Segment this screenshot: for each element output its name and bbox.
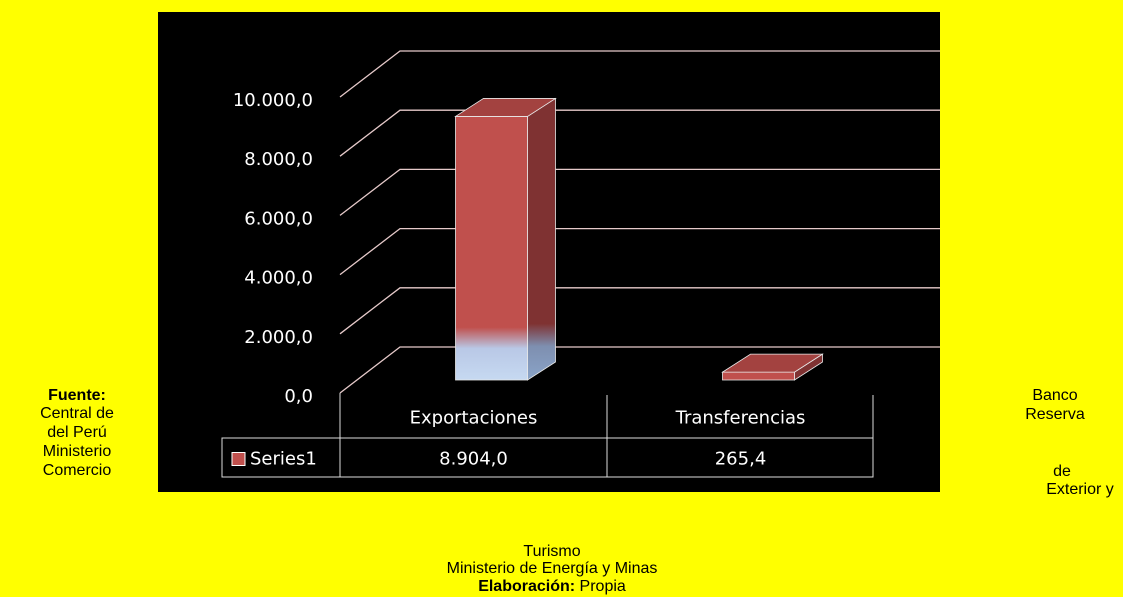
grid-line [339,50,940,98]
source-line: Exterior y [1046,481,1114,498]
source-line: del Perú [47,424,107,441]
y-tick-label: 0,0 [284,386,313,407]
data-table-value: 265,4 [715,449,767,470]
source-line: Ministerio de Energía y Minas [447,560,658,577]
grid-line [339,109,940,157]
credit-label: Elaboración: [478,578,575,595]
bar-top [454,98,557,117]
source-line: Banco [1032,387,1077,404]
grid-line [339,287,940,335]
source-line: de [1053,463,1071,480]
credit-text: Propia [580,578,626,595]
source-line: Reserva [1025,406,1085,423]
legend-key [231,452,246,466]
data-table-value: 8.904,0 [439,449,508,470]
bar-top [721,353,824,373]
source-text: Fuente:Central de del Perú Ministerio Comer… [40,387,1114,595]
source-line: Central de [40,405,114,422]
source-line: Turismo [523,543,580,560]
legend-label: Series1 [250,449,317,470]
bar [455,116,528,381]
source-line: Ministerio [43,443,112,460]
source-label: Fuente: [48,387,106,404]
credit: Elaboración: Propia [478,578,626,595]
grid-line [339,168,940,216]
x-tick-label: Transferencias [675,408,806,429]
chart: 0,0 2.000,0 4.000,0 6.000,0 8.000,0 10.000,0 E… [221,50,940,478]
y-tick-label: 6.000,0 [244,208,313,229]
y-tick-label: 4.000,0 [244,268,313,289]
x-tick-label: Exportaciones [410,408,538,429]
y-tick-label: 10.000,0 [233,90,313,111]
table-row [221,437,874,478]
grid-line [339,227,940,276]
source-line: Comercio [43,462,112,479]
grid-line [339,346,940,394]
y-tick-label: 2.000,0 [244,327,313,348]
bar-side [527,97,556,381]
y-tick-label: 8.000,0 [244,149,313,170]
bar [722,371,795,381]
